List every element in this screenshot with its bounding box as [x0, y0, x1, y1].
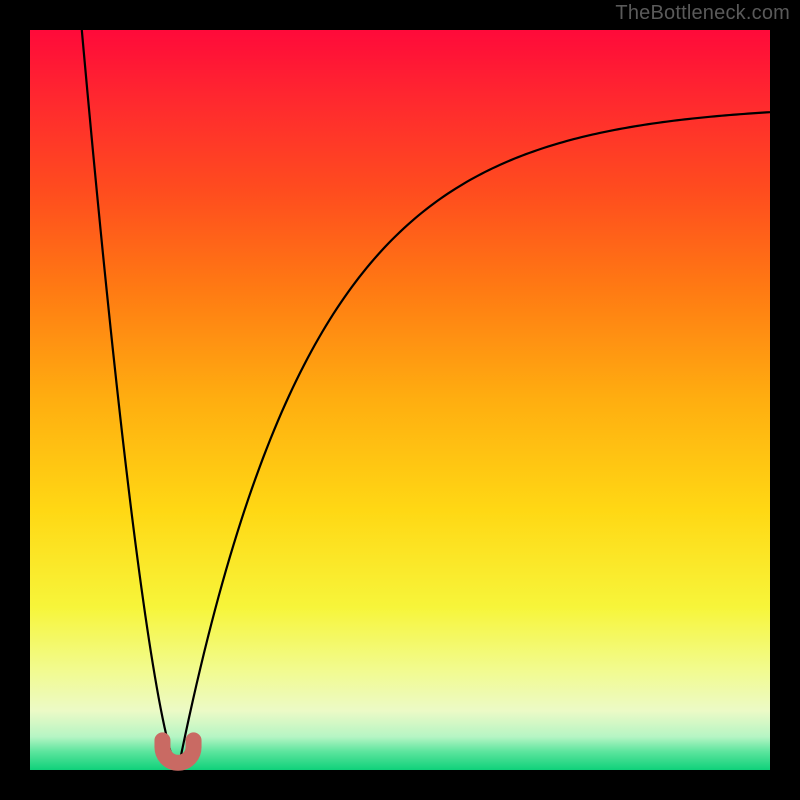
- attribution-text: TheBottleneck.com: [615, 2, 790, 25]
- chart-background: [30, 30, 770, 770]
- bottleneck-chart: [0, 0, 800, 800]
